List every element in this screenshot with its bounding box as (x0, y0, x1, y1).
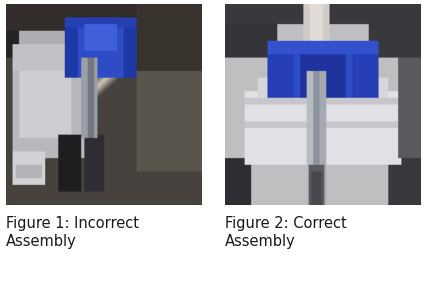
Text: Figure 1: Incorrect
Assembly: Figure 1: Incorrect Assembly (6, 216, 139, 249)
Text: Figure 2: Correct
Assembly: Figure 2: Correct Assembly (225, 216, 346, 249)
